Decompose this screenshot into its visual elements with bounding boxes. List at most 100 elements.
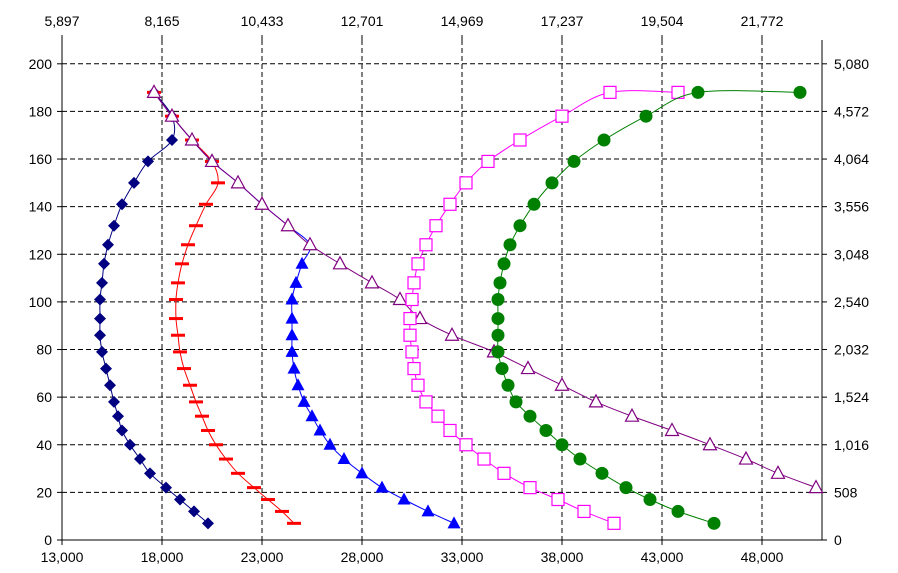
- data-point-circle: [793, 85, 807, 99]
- data-point-open-square: [405, 292, 419, 307]
- x-top-tick-label: 19,504: [641, 13, 684, 29]
- data-point-triangle: [285, 328, 299, 341]
- x-top-tick-label: 8,165: [144, 13, 179, 29]
- data-point-open-square: [551, 492, 565, 507]
- data-point-circle: [639, 109, 653, 123]
- y-right-tick-label: 3,048: [834, 246, 869, 262]
- data-point-open-square: [523, 481, 537, 495]
- data-point-dash: [211, 181, 225, 185]
- data-point-circle: [595, 466, 609, 480]
- data-point-dash: [287, 521, 301, 525]
- data-point-dash: [189, 400, 203, 404]
- x-tick-label: 18,000: [141, 549, 184, 565]
- data-point-open-square: [407, 361, 421, 376]
- data-point-open-triangle: [392, 291, 408, 306]
- data-point-dash: [219, 457, 233, 461]
- y-tick-label: 100: [29, 294, 53, 310]
- y-tick-label: 200: [29, 56, 53, 72]
- data-point-open-triangle: [280, 217, 296, 232]
- data-point-circle: [491, 312, 505, 326]
- data-point-dash: [177, 367, 191, 371]
- data-point-circle: [545, 176, 559, 190]
- data-point-circle: [671, 504, 685, 518]
- x-tick-label: 23,000: [241, 549, 284, 565]
- data-point-diamond: [124, 438, 136, 451]
- data-point-triangle: [375, 480, 389, 493]
- data-point-circle: [497, 257, 511, 271]
- data-point-circle: [707, 516, 721, 530]
- data-point-circle: [495, 362, 509, 376]
- data-point-triangle: [421, 504, 435, 517]
- data-point-circle: [643, 493, 657, 507]
- y-tick-label: 20: [36, 484, 52, 500]
- data-point-diamond: [108, 395, 120, 408]
- data-point-diamond: [116, 198, 128, 211]
- data-point-open-square: [411, 257, 425, 271]
- data-point-dash: [183, 383, 197, 387]
- series-open-triangle: [146, 84, 824, 494]
- data-point-circle: [691, 85, 705, 99]
- data-point-open-square: [481, 154, 495, 169]
- y-right-tick-label: 1,016: [834, 437, 869, 453]
- series-layer: [94, 84, 824, 530]
- x-tick-label: 33,000: [441, 549, 484, 565]
- data-point-circle: [573, 452, 587, 466]
- data-point-open-square: [477, 452, 491, 466]
- data-point-open-triangle: [254, 196, 270, 210]
- data-point-triangle: [323, 437, 337, 450]
- data-point-open-square: [419, 238, 433, 252]
- series-open-square: [403, 85, 685, 530]
- data-point-diamond: [174, 493, 186, 506]
- data-point-dash: [169, 298, 183, 302]
- series-dash: [147, 90, 301, 525]
- data-point-open-triangle: [412, 310, 428, 325]
- data-point-dash: [261, 498, 275, 502]
- y-right-tick-label: 0: [834, 532, 842, 548]
- axes-layer: [57, 35, 827, 545]
- data-point-dash: [181, 243, 195, 247]
- x-tick-label: 38,000: [541, 549, 584, 565]
- data-point-open-square: [407, 276, 421, 290]
- data-point-diamond: [108, 219, 120, 232]
- data-point-open-square: [513, 133, 527, 147]
- data-point-dash: [189, 224, 203, 228]
- data-point-triangle: [291, 378, 305, 391]
- data-point-diamond: [94, 312, 106, 325]
- x-tick-label: 28,000: [341, 549, 384, 565]
- data-point-circle: [501, 378, 515, 392]
- y-right-tick-label: 1,524: [834, 389, 869, 405]
- data-point-open-square: [577, 504, 591, 519]
- y-right-tick-label: 4,572: [834, 103, 869, 119]
- data-point-diamond: [112, 410, 124, 423]
- data-point-open-square: [429, 219, 443, 233]
- data-point-dash: [201, 428, 215, 432]
- data-point-open-triangle: [184, 131, 200, 146]
- data-point-open-triangle: [702, 436, 718, 451]
- x-top-tick-label: 10,433: [241, 13, 284, 29]
- data-point-open-triangle: [444, 326, 460, 341]
- y-right-tick-label: 3,556: [834, 199, 869, 215]
- data-point-dash: [169, 317, 183, 321]
- data-point-open-square: [403, 311, 417, 326]
- data-point-circle: [597, 133, 611, 147]
- data-point-open-square: [419, 395, 433, 409]
- x-top-tick-label: 5,897: [44, 13, 79, 29]
- x-top-tick-label: 12,701: [341, 13, 384, 29]
- data-point-triangle: [295, 256, 309, 269]
- data-point-diamond: [102, 238, 114, 251]
- data-point-open-square: [403, 328, 417, 342]
- series-diamond: [94, 86, 214, 530]
- series-triangle: [147, 85, 461, 529]
- series-line: [99, 92, 209, 524]
- data-point-open-triangle: [624, 407, 640, 422]
- data-point-open-square: [431, 409, 445, 423]
- data-point-diamond: [166, 134, 178, 146]
- data-point-open-square: [443, 423, 457, 438]
- data-point-dash: [275, 509, 289, 513]
- data-point-open-triangle: [164, 107, 180, 122]
- grid-layer: [62, 40, 822, 540]
- data-point-open-triangle: [738, 450, 754, 465]
- data-point-diamond: [144, 467, 156, 480]
- data-point-triangle: [285, 292, 299, 305]
